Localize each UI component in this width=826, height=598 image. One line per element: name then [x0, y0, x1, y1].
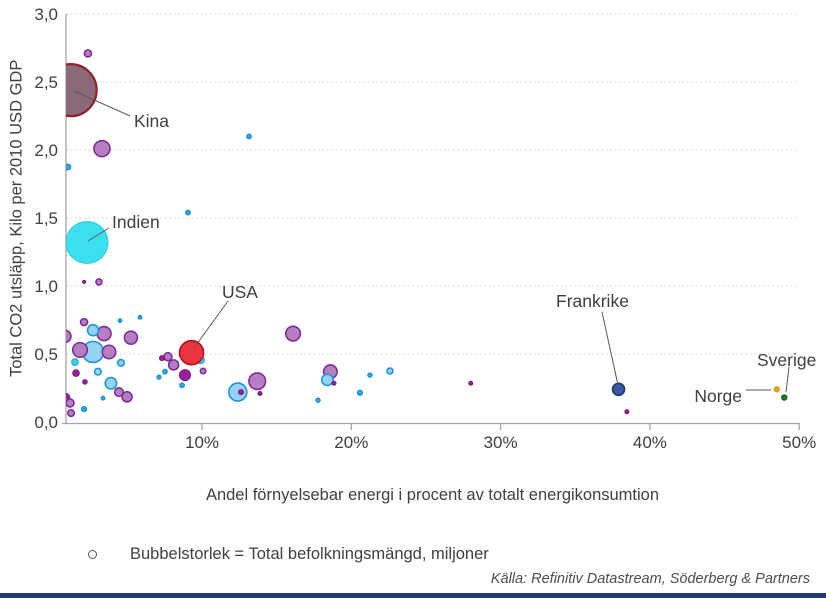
leader-line — [601, 311, 619, 386]
country-bubble — [468, 380, 474, 386]
source-attribution: Källa: Refinitiv Datastream, Söderberg &… — [490, 571, 810, 587]
leader-line — [785, 366, 790, 393]
country-bubble — [66, 329, 72, 344]
country-bubble — [113, 386, 125, 398]
country-bubble — [104, 376, 118, 390]
y-tick-label: 0,0 — [34, 413, 58, 432]
leader-line — [193, 300, 229, 349]
country-bubble — [137, 314, 143, 320]
country-bubble — [82, 279, 87, 284]
country-label-norge: Norge — [694, 386, 742, 406]
country-bubble — [93, 139, 111, 158]
country-bubble — [86, 323, 100, 337]
annotations: Kina Indien USA Frankrike Norge Sverige — [73, 90, 816, 406]
country-bubble — [331, 380, 337, 386]
country-bubble — [624, 409, 630, 415]
country-bubble-indien — [66, 220, 109, 264]
country-bubble — [72, 369, 80, 377]
country-bubble — [228, 382, 248, 402]
circle-outline-icon — [88, 550, 97, 559]
y-tick-label: 3,0 — [34, 5, 58, 24]
country-bubble — [117, 318, 123, 324]
country-bubble — [123, 330, 139, 345]
country-bubble — [356, 389, 364, 396]
country-bubble — [179, 382, 185, 389]
country-bubble — [79, 317, 89, 327]
country-bubble — [246, 133, 252, 140]
country-bubble — [101, 344, 117, 360]
country-bubble-usa — [178, 339, 205, 366]
country-bubble-kina — [66, 63, 98, 118]
y-tick-label: 2,0 — [34, 141, 58, 160]
leader-line — [87, 227, 110, 242]
country-bubble — [248, 372, 267, 391]
country-bubble — [162, 368, 168, 375]
bubbles — [66, 49, 788, 418]
x-tick-label: 50% — [782, 433, 816, 452]
country-bubble — [100, 395, 106, 401]
y-tick-label: 2,5 — [34, 73, 58, 92]
x-axis-title: Andel förnyelsebar energi i procent av t… — [205, 486, 660, 504]
country-bubble — [167, 359, 180, 371]
tick-labels: 0,0 0,5 1,0 1,5 2,0 2,5 3,0 10% 20% 30% 40% 50% — [34, 5, 816, 452]
country-bubble — [96, 325, 112, 342]
bubble-chart: 0,0 0,5 1,0 1,5 2,0 2,5 3,0 10% 20% 30% 40% 50% Kina… — [34, 5, 816, 452]
legend-label: Bubbelstorlek = Total befolkningsmängd, … — [130, 545, 489, 563]
leader-line — [73, 90, 131, 117]
country-bubble — [284, 325, 302, 342]
country-bubble — [71, 341, 89, 359]
country-bubble — [237, 389, 244, 396]
country-bubble — [386, 367, 394, 375]
country-label-sverige: Sverige — [757, 350, 816, 370]
country-bubble — [66, 409, 76, 418]
country-bubble — [185, 209, 191, 216]
country-bubble — [66, 163, 72, 171]
country-bubble — [156, 374, 162, 380]
x-tick-label: 10% — [185, 433, 219, 452]
country-bubble — [83, 49, 93, 58]
country-bubble — [93, 367, 103, 376]
country-bubble-norge — [773, 386, 780, 393]
country-bubble — [71, 358, 79, 367]
bubble-size-legend: Bubbelstorlek = Total befolkningsmängd, … — [88, 545, 489, 564]
country-bubble — [257, 390, 263, 396]
x-tick-label: 30% — [484, 433, 518, 452]
country-label-kina: Kina — [134, 111, 169, 131]
country-bubble-frankrike — [611, 382, 626, 397]
country-bubble — [116, 358, 126, 367]
country-bubble — [95, 278, 103, 286]
y-tick-label: 0,5 — [34, 345, 58, 364]
country-bubble — [178, 369, 191, 382]
country-bubble — [80, 405, 88, 413]
country-bubble — [158, 355, 165, 362]
y-tick-label: 1,5 — [34, 209, 58, 228]
x-tick-label: 40% — [633, 433, 667, 452]
country-bubble — [315, 397, 321, 403]
country-label-indien: Indien — [112, 212, 160, 232]
bottom-accent-bar — [0, 593, 826, 598]
country-bubble-sverige — [781, 394, 788, 401]
country-bubble — [66, 398, 75, 408]
country-label-usa: USA — [222, 282, 258, 302]
y-tick-label: 1,0 — [34, 277, 58, 296]
country-bubble — [320, 373, 334, 387]
country-bubble — [163, 351, 173, 362]
country-bubble — [82, 379, 88, 385]
country-bubble — [121, 391, 133, 403]
country-bubble — [367, 372, 373, 378]
gridlines — [66, 13, 799, 355]
country-label-frankrike: Frankrike — [556, 291, 629, 311]
country-bubble — [199, 367, 207, 375]
x-tick-label: 20% — [334, 433, 368, 452]
